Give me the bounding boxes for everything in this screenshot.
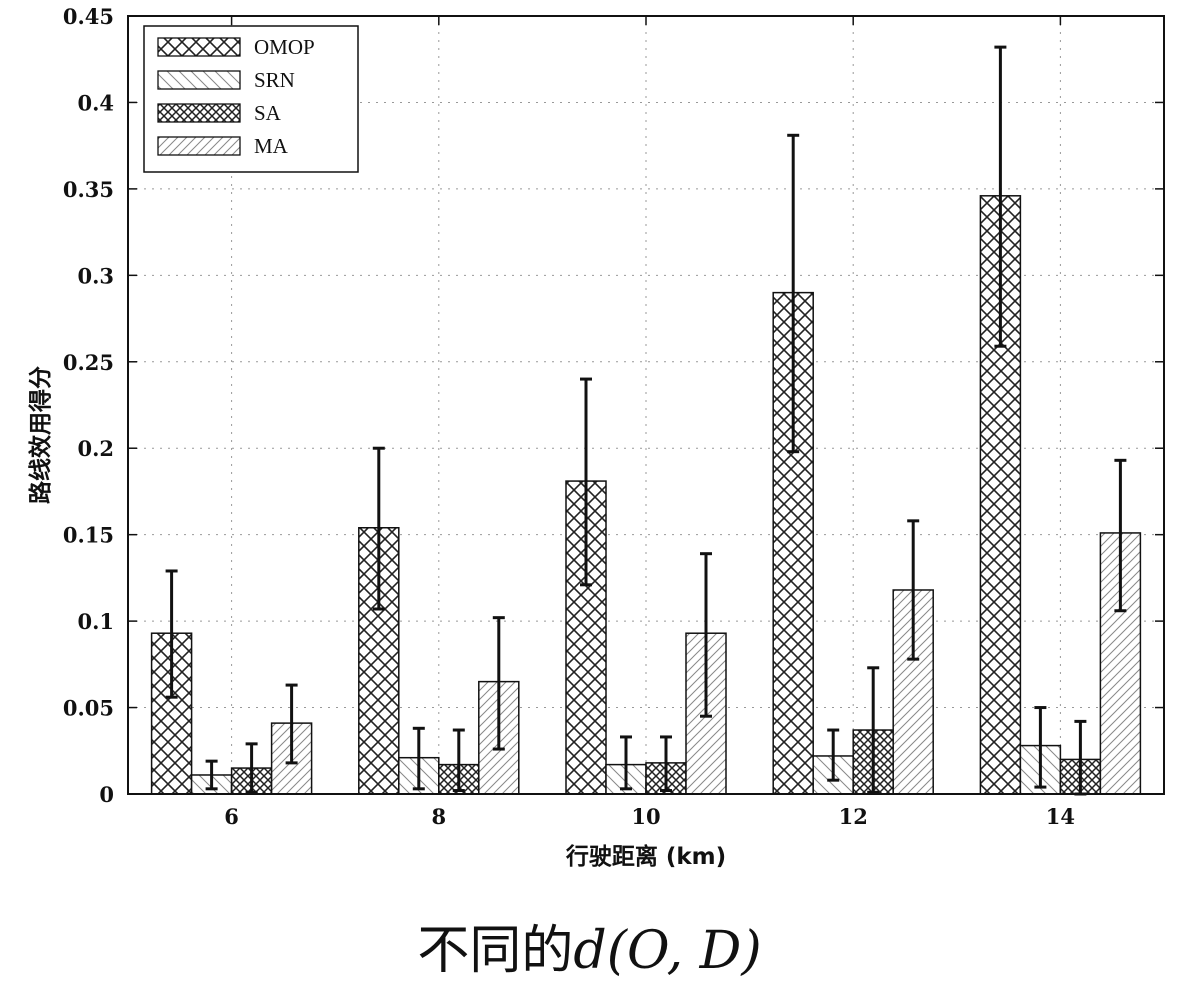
legend-swatch-sa [157, 103, 241, 123]
y-tick-label: 0.2 [77, 436, 114, 461]
y-axis-label: 路线效用得分 [27, 366, 54, 504]
y-tick-label: 0 [99, 782, 114, 807]
error-bar-srn-10 [620, 735, 632, 791]
error-bar-omop-6 [165, 569, 178, 699]
error-bar-srn-14 [1034, 706, 1047, 789]
x-tick-label: 12 [839, 804, 868, 829]
legend: OMOP SRN SA MA [143, 25, 359, 173]
error-bar-srn-6 [205, 759, 218, 791]
caption-prefix: 不同的 [417, 921, 574, 981]
error-bar-omop-12 [787, 133, 800, 454]
error-bar-sa-10 [660, 735, 672, 793]
y-tick-label: 0.25 [63, 350, 114, 375]
error-bar-ma-14 [1114, 458, 1127, 613]
error-bar-ma-8 [492, 616, 505, 751]
x-tick-label: 10 [631, 804, 660, 829]
error-bar-srn-12 [827, 728, 840, 782]
y-tick-label: 0.35 [63, 177, 114, 202]
legend-label-ma: MA [254, 134, 289, 158]
x-tick-label: 14 [1046, 804, 1075, 829]
legend-label-srn: SRN [254, 68, 295, 92]
caption: 不同的d(O, D) [0, 908, 1179, 983]
error-bar-omop-14 [994, 45, 1007, 348]
error-bar-sa-12 [867, 666, 880, 794]
y-tick-label: 0.1 [77, 609, 114, 634]
legend-swatch-ma [157, 136, 241, 156]
legend-label-sa: SA [254, 101, 282, 125]
error-bars [165, 45, 1127, 796]
legend-swatch-srn [157, 70, 241, 90]
error-bar-omop-8 [372, 446, 385, 611]
x-tick-label: 6 [224, 804, 239, 829]
y-tick-label: 0.15 [63, 523, 114, 548]
caption-math: d(O, D) [573, 921, 762, 981]
x-tick-label: 8 [431, 804, 446, 829]
error-bar-ma-6 [285, 683, 298, 765]
x-axis-label: 行驶距离 (km) [565, 843, 726, 870]
error-bar-sa-8 [452, 728, 465, 793]
error-bar-sa-6 [245, 742, 258, 794]
legend-label-omop: OMOP [254, 35, 315, 59]
error-bar-ma-10 [700, 552, 712, 718]
bar-ma-14 [1099, 532, 1142, 795]
error-bar-srn-8 [412, 726, 425, 791]
y-tick-label: 0.4 [77, 90, 114, 115]
error-bar-ma-12 [907, 519, 920, 661]
error-bar-omop-10 [580, 377, 592, 587]
y-tick-label: 0.3 [77, 263, 114, 288]
ticks: 0 0.05 0.1 0.15 0.2 0.25 0.3 0.35 0.4 0.45 6 8 10 12 1… [63, 4, 1164, 829]
legend-swatch-omop [157, 37, 241, 57]
y-tick-label: 0.05 [63, 696, 114, 721]
y-tick-label: 0.45 [63, 4, 114, 29]
